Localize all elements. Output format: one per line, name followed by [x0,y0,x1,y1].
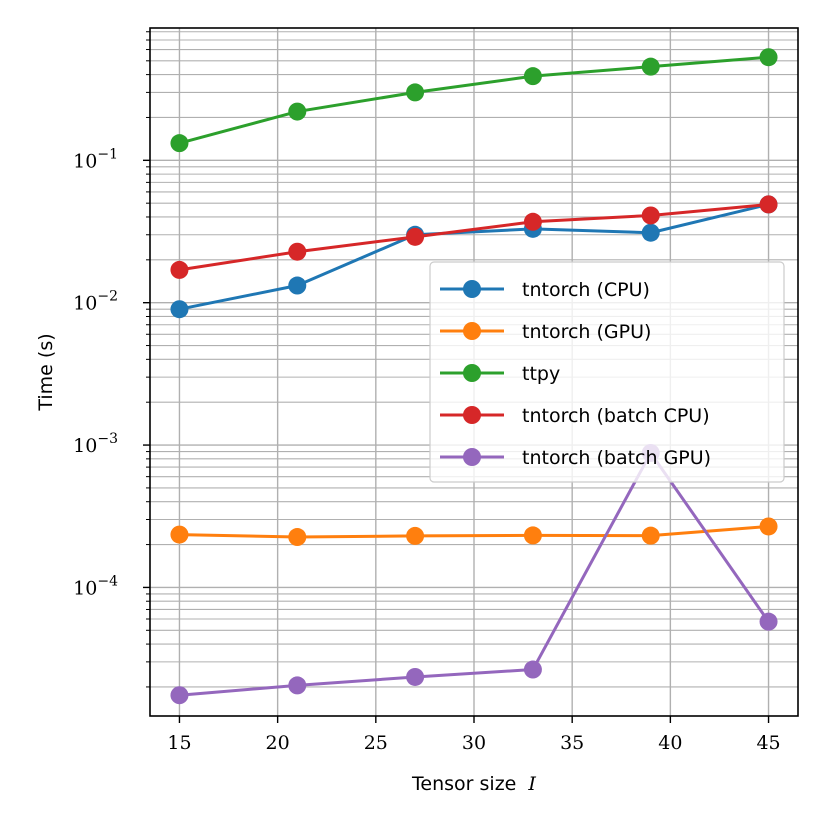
data-point-tntorch-gpu [406,526,425,545]
x-axis-label-variable: I [527,773,536,795]
data-point-tntorch-cpu [170,300,189,319]
y-tick-label-exponent: −2 [97,289,118,305]
y-tick-label: 10−2 [73,289,118,315]
legend-marker-tntorch-cpu [463,280,481,298]
x-tick-label: 25 [364,732,388,754]
y-tick-label-base: 10 [73,577,97,599]
data-point-tntorch-batch-cpu [170,260,189,279]
series-line-tntorch-batch-cpu [179,202,769,272]
data-point-tntorch-batch-cpu [288,242,307,261]
data-point-tntorch-batch-cpu [406,227,425,246]
data-point-tntorch-batch-gpu [523,660,542,679]
x-tick-label: 15 [167,732,191,754]
data-point-tntorch-cpu [641,223,660,242]
data-point-ttpy [641,57,660,76]
data-point-tntorch-batch-cpu [759,195,778,214]
x-tick-label: 40 [658,732,682,754]
data-point-tntorch-gpu [523,526,542,545]
data-point-tntorch-batch-cpu [641,206,660,225]
legend-marker-ttpy [463,364,481,382]
legend-label-ttpy: ttpy [522,363,560,385]
y-tick-label: 10−3 [73,431,118,457]
legend-marker-tntorch-batch-gpu [463,448,481,466]
y-tick-label-exponent: −3 [97,431,118,447]
data-point-ttpy [170,134,189,153]
data-point-ttpy [759,48,778,67]
data-point-tntorch-batch-gpu [288,676,307,695]
data-point-tntorch-gpu [759,517,778,536]
legend-marker-tntorch-batch-cpu [463,406,481,424]
x-axis-label: Tensor size I [411,773,536,795]
series-tntorch-gpu [170,517,778,547]
data-point-tntorch-batch-gpu [406,667,425,686]
data-point-tntorch-gpu [288,528,307,547]
y-tick-label-exponent: −1 [97,146,118,162]
data-point-tntorch-batch-cpu [523,212,542,231]
legend: tntorch (CPU) tntorch (GPU) ttpy tntorch (b… [429,261,785,483]
series-line-ttpy [179,55,769,145]
y-tick-label: 10−4 [73,573,118,599]
legend-label-tntorch-batch-gpu: tntorch (batch GPU) [522,447,711,469]
legend-box [429,261,785,483]
legend-marker-tntorch-gpu [463,322,481,340]
x-tick-label: 20 [266,732,290,754]
y-tick-label-exponent: −4 [97,573,118,589]
x-tick-label: 35 [560,732,584,754]
data-point-ttpy [523,67,542,86]
y-tick-label-base: 10 [73,150,97,172]
x-axis-label-text: Tensor size [411,773,516,795]
legend-label-tntorch-gpu: tntorch (GPU) [522,321,651,343]
data-point-tntorch-cpu [288,276,307,295]
data-point-tntorch-batch-gpu [759,612,778,631]
series-tntorch-batch-cpu [170,195,778,279]
data-point-tntorch-gpu [641,526,660,545]
data-point-tntorch-batch-gpu [170,686,189,705]
y-tick-label-base: 10 [73,293,97,315]
data-point-ttpy [288,102,307,121]
legend-label-tntorch-batch-cpu: tntorch (batch CPU) [522,405,710,427]
y-tick-label-base: 10 [73,435,97,457]
data-point-tntorch-gpu [170,525,189,544]
legend-label-tntorch-cpu: tntorch (CPU) [522,279,650,301]
series-ttpy [170,48,778,153]
series-line-tntorch-cpu [179,202,769,311]
y-tick-label: 10−1 [73,146,118,172]
y-axis-label: Time (s) [35,333,57,411]
x-tick-label: 45 [756,732,780,754]
series-line-tntorch-gpu [179,524,769,539]
x-tick-label: 30 [462,732,486,754]
data-point-ttpy [406,83,425,102]
